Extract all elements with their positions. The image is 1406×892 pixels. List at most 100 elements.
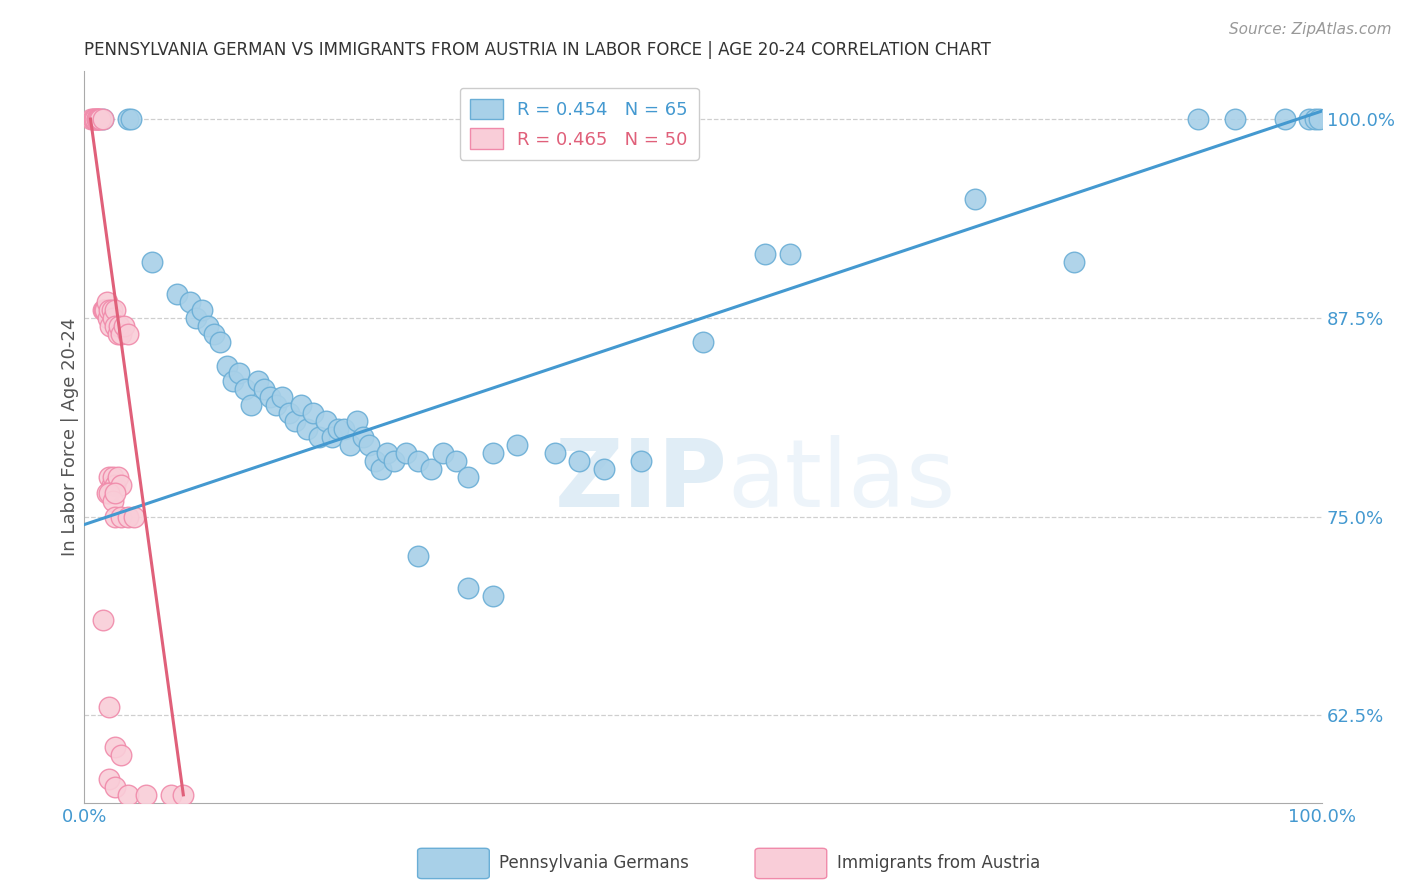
Point <box>93 302 115 317</box>
Point <box>408 549 430 564</box>
Point <box>104 302 127 317</box>
Point <box>1187 112 1209 126</box>
Point <box>91 112 114 126</box>
Legend: R = 0.454   N = 65, R = 0.465   N = 50: R = 0.454 N = 65, R = 0.465 N = 50 <box>460 87 699 160</box>
Point <box>209 334 232 349</box>
Point <box>87 112 110 126</box>
Point <box>117 509 139 524</box>
Point <box>339 438 361 452</box>
Point <box>112 318 135 333</box>
Point <box>135 788 157 802</box>
Point <box>107 470 129 484</box>
Point <box>370 462 392 476</box>
Point <box>1223 112 1246 126</box>
Point <box>86 112 108 126</box>
Point <box>408 454 430 468</box>
Point <box>419 462 441 476</box>
Point <box>83 112 105 126</box>
Point <box>692 334 714 349</box>
Point <box>222 375 245 389</box>
Point <box>284 414 307 428</box>
Point <box>215 359 238 373</box>
Point <box>1274 112 1296 126</box>
Text: Immigrants from Austria: Immigrants from Austria <box>837 855 1040 872</box>
Point <box>444 454 467 468</box>
Point <box>107 326 129 341</box>
Point <box>965 192 987 206</box>
Point <box>382 454 405 468</box>
Text: Source: ZipAtlas.com: Source: ZipAtlas.com <box>1229 22 1392 37</box>
Point <box>315 414 337 428</box>
Point <box>98 302 121 317</box>
Point <box>110 326 132 341</box>
Point <box>1305 112 1327 126</box>
Point <box>101 470 124 484</box>
Point <box>104 509 127 524</box>
Point <box>141 255 163 269</box>
Point <box>481 589 503 603</box>
Point <box>117 326 139 341</box>
Point <box>98 772 121 786</box>
Point <box>457 581 479 595</box>
Point <box>308 430 330 444</box>
Point <box>104 780 127 794</box>
Point <box>79 112 101 126</box>
Point <box>117 112 139 126</box>
Point <box>104 740 127 755</box>
Point <box>271 390 294 404</box>
Point <box>104 318 127 333</box>
Point <box>1063 255 1085 269</box>
Point <box>1298 112 1320 126</box>
Point <box>104 477 127 491</box>
Point <box>395 446 418 460</box>
Point <box>295 422 318 436</box>
Point <box>754 247 776 261</box>
Point <box>100 477 122 491</box>
Point <box>96 485 118 500</box>
Point <box>253 383 276 397</box>
Point <box>98 470 121 484</box>
Point <box>779 247 801 261</box>
Point <box>120 112 142 126</box>
Point <box>233 383 256 397</box>
Point <box>86 112 108 126</box>
Point <box>91 302 114 317</box>
Point <box>122 509 145 524</box>
Point <box>593 462 616 476</box>
Point <box>110 509 132 524</box>
Point <box>481 446 503 460</box>
Point <box>184 310 207 325</box>
Point <box>264 398 287 412</box>
Point <box>277 406 299 420</box>
Point <box>108 318 131 333</box>
Point <box>630 454 652 468</box>
Point <box>117 788 139 802</box>
Point <box>377 446 399 460</box>
Point <box>321 430 343 444</box>
Point <box>98 485 121 500</box>
Point <box>290 398 312 412</box>
Point <box>228 367 250 381</box>
Point <box>110 477 132 491</box>
Point <box>191 302 214 317</box>
Point <box>94 302 117 317</box>
Point <box>89 112 111 126</box>
Point <box>326 422 349 436</box>
Point <box>98 700 121 714</box>
Point <box>346 414 368 428</box>
Point <box>110 748 132 763</box>
Point <box>101 310 124 325</box>
Point <box>89 112 111 126</box>
Text: PENNSYLVANIA GERMAN VS IMMIGRANTS FROM AUSTRIA IN LABOR FORCE | AGE 20-24 CORREL: PENNSYLVANIA GERMAN VS IMMIGRANTS FROM A… <box>84 41 991 59</box>
Point <box>197 318 219 333</box>
Point <box>104 485 127 500</box>
Point <box>179 294 201 309</box>
Point <box>352 430 374 444</box>
Point <box>160 788 183 802</box>
Point <box>84 112 107 126</box>
Point <box>364 454 387 468</box>
Point <box>202 326 225 341</box>
Point <box>166 287 188 301</box>
Point <box>568 454 591 468</box>
Point <box>240 398 263 412</box>
